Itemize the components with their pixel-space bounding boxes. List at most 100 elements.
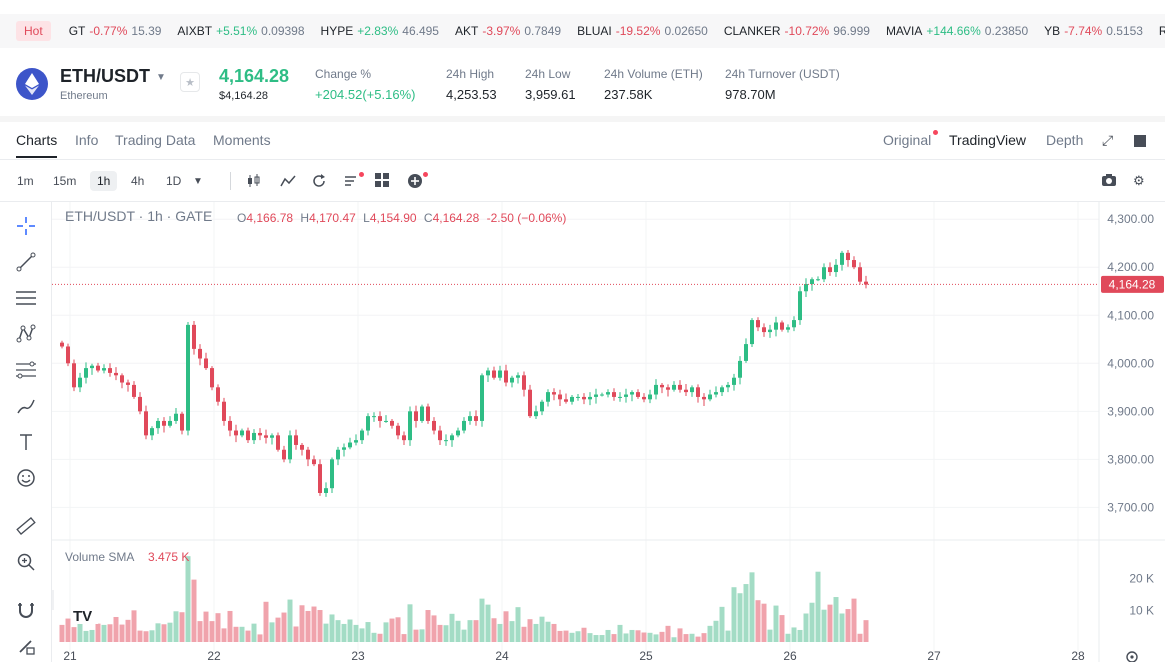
horizontal-lines-icon[interactable] (14, 286, 38, 310)
emoji-icon[interactable] (14, 466, 38, 490)
crosshair-icon[interactable] (14, 214, 38, 238)
replay-icon[interactable] (311, 173, 327, 192)
ticker-item[interactable]: GT -0.77% 15.39 (69, 24, 162, 38)
section-divider (0, 116, 1165, 122)
tab-charts[interactable]: Charts (16, 132, 58, 158)
pattern-icon[interactable] (14, 322, 38, 346)
collapse-pane-handle[interactable] (52, 590, 54, 610)
candle-body (474, 416, 478, 421)
volume-bar (683, 634, 689, 642)
volume-bar (743, 584, 749, 642)
volume-bar (539, 616, 545, 642)
timeframe-1h[interactable]: 1h (90, 171, 118, 191)
hot-badge[interactable]: Hot (16, 21, 51, 41)
candle-body (282, 449, 286, 460)
volume-bar (353, 624, 359, 642)
expand-icon[interactable]: ⤢ (1102, 132, 1114, 148)
tab-depth[interactable]: Depth (1046, 132, 1084, 148)
tab-trading-data[interactable]: Trading Data (115, 132, 196, 148)
zoom-in-icon[interactable] (14, 550, 38, 574)
candle-body (174, 413, 178, 421)
fib-retracement-icon[interactable] (14, 358, 38, 382)
candle-body (834, 264, 838, 273)
tab-info[interactable]: Info (75, 132, 99, 148)
candle-body (246, 430, 250, 441)
timeframe-1d[interactable]: 1D (166, 174, 182, 188)
candle-body (858, 267, 862, 282)
candle-body (852, 260, 856, 268)
tab-original[interactable]: Original (883, 132, 932, 148)
text-tool-icon[interactable] (14, 430, 38, 454)
candle-body (120, 375, 124, 383)
timeframe-dropdown-icon[interactable]: ▼ (193, 176, 203, 187)
ticker-symbol: MAVIA (885, 24, 923, 38)
volume-bar (89, 629, 95, 642)
alerts-list-icon[interactable] (344, 173, 360, 192)
candle-body (156, 420, 160, 429)
volume-bar (701, 633, 707, 642)
volume-bar (269, 622, 275, 642)
timeframe-4h[interactable]: 4h (131, 174, 145, 188)
ticker-symbol: YB (1044, 24, 1061, 38)
candle-body (714, 392, 718, 395)
ticker-item[interactable]: HYPE +2.83% 46.495 (321, 24, 439, 38)
candle-body (342, 447, 346, 450)
svg-text:TV: TV (73, 608, 92, 625)
add-indicator-icon[interactable] (407, 173, 423, 192)
indicators-icon[interactable] (280, 173, 296, 192)
ticker-item[interactable]: YB -7.74% 0.5153 (1044, 24, 1143, 38)
ticker-change: -7.74% (1064, 24, 1103, 38)
candle-body (744, 344, 748, 361)
volume-bar (599, 635, 605, 642)
candle-body (510, 377, 514, 383)
volume-bar (143, 631, 149, 642)
ticker-item[interactable]: REC (1159, 24, 1165, 38)
volume-bar (149, 630, 155, 642)
ticker-item[interactable]: BLUAI -19.52% 0.02650 (577, 24, 708, 38)
volume-bar (167, 622, 173, 642)
magnet-icon[interactable] (14, 598, 38, 622)
volume-bar (131, 610, 137, 642)
candle-body (516, 375, 520, 378)
volume-bar (239, 626, 245, 642)
layout-square-icon[interactable] (1134, 135, 1146, 147)
volume-bar (731, 587, 737, 642)
candle-body (78, 377, 82, 388)
market-header: ETH/USDT ▼ Ethereum ★ 4,164.28 $4,164.28… (0, 56, 1165, 114)
favorite-star-icon[interactable]: ★ (180, 72, 200, 92)
candle-body (264, 435, 268, 438)
camera-icon[interactable] (1101, 173, 1117, 190)
candle-body (672, 384, 676, 390)
pair-title[interactable]: ETH/USDT (60, 66, 150, 86)
candle-type-icon[interactable] (246, 173, 262, 192)
candle-body (408, 411, 412, 441)
ticker-item[interactable]: MAVIA +144.66% 0.23850 (886, 24, 1028, 38)
layout-grid-icon[interactable] (375, 173, 389, 190)
trend-line-icon[interactable] (14, 250, 38, 274)
volume-bar (347, 619, 353, 642)
candle-body (498, 370, 502, 378)
timeframe-15m[interactable]: 15m (53, 174, 77, 188)
tab-tradingview[interactable]: TradingView (949, 132, 1027, 148)
ruler-icon[interactable] (14, 514, 38, 538)
ticker-item[interactable]: AKT -3.97% 0.7849 (455, 24, 561, 38)
settings-gear-icon[interactable]: ⚙ (1133, 173, 1145, 188)
lock-pencil-icon[interactable] (14, 634, 38, 658)
ticker-item[interactable]: CLANKER -10.72% 96.999 (724, 24, 870, 38)
candle-body (606, 392, 610, 395)
pair-dropdown-chevron-icon[interactable]: ▼ (156, 72, 166, 83)
ticker-item[interactable]: AIXBT +5.51% 0.09398 (177, 24, 304, 38)
tab-moments[interactable]: Moments (213, 132, 271, 148)
axis-settings-icon[interactable] (1126, 651, 1138, 662)
volume-bar (95, 623, 101, 642)
volume-bar (173, 611, 179, 642)
volume-bar (383, 622, 389, 642)
volume-bar (689, 633, 695, 642)
brush-icon[interactable] (14, 394, 38, 418)
candle-body (846, 252, 850, 261)
volume-bar (809, 602, 815, 642)
volume-bar (401, 634, 407, 642)
candle-body (690, 387, 694, 393)
price-chart[interactable]: 4,300.00 4,200.00 4,100.00 4,000.00 3,900.00… (52, 202, 1165, 662)
timeframe-1m[interactable]: 1m (17, 174, 34, 188)
